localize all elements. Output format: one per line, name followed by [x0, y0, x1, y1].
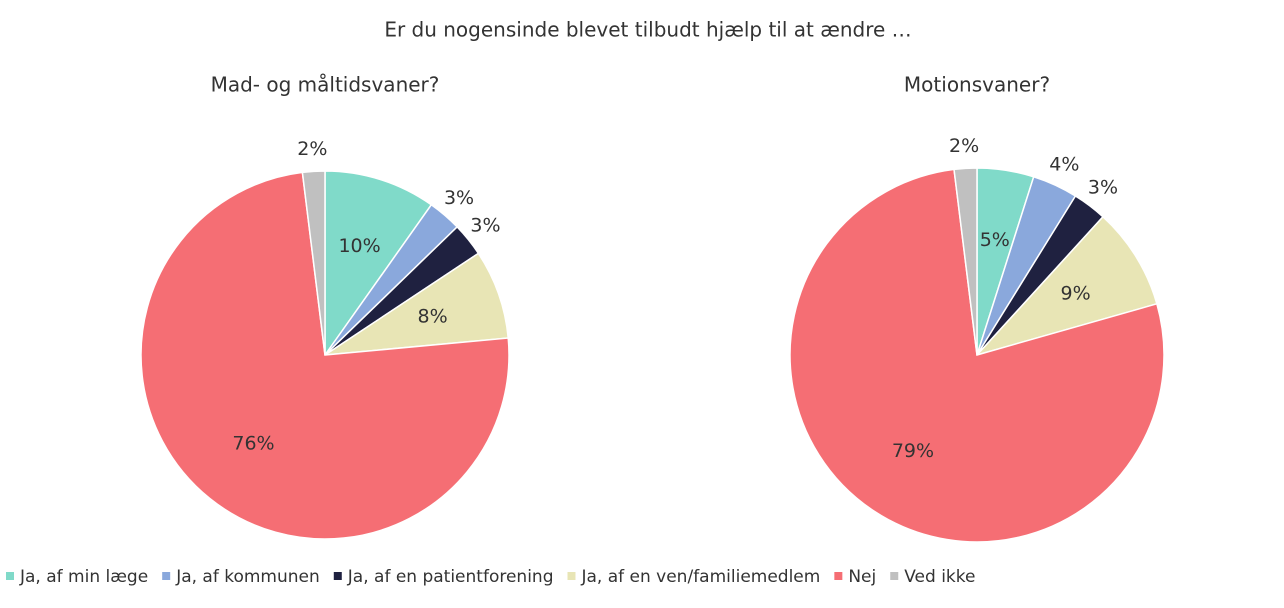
- legend-label: Ja, af kommunen: [175, 567, 320, 587]
- legend-label: Ja, af min læge: [19, 567, 148, 587]
- data-label: 8%: [418, 306, 448, 328]
- pie-slice: [974, 215, 1158, 357]
- legend-swatch: [567, 572, 576, 580]
- data-label: 10%: [338, 235, 380, 257]
- legend-swatch: [834, 572, 843, 580]
- pie-slice: [301, 170, 326, 356]
- legend-label: Ved ikke: [904, 567, 975, 587]
- chart-title: Er du nogensinde blevet tilbudt hjælp ti…: [384, 18, 911, 42]
- legend-label: Nej: [848, 567, 876, 587]
- legend-swatch: [890, 572, 899, 580]
- data-label: 2%: [949, 135, 979, 157]
- pie-title: Mad- og måltidsvaner?: [211, 73, 440, 97]
- pie-slice: [789, 168, 1165, 543]
- data-label: 76%: [232, 432, 274, 454]
- data-label: 3%: [470, 214, 500, 236]
- pie-slice: [324, 252, 510, 356]
- data-label: 9%: [1060, 282, 1090, 304]
- legend-label: Ja, af en patientforening: [347, 567, 554, 587]
- legend-label: Ja, af en ven/familiemedlem: [580, 567, 820, 587]
- pie-slice: [324, 170, 433, 358]
- data-label: 2%: [297, 138, 327, 160]
- data-label: 79%: [892, 440, 934, 462]
- legend-swatch: [6, 572, 14, 580]
- data-label: 3%: [444, 187, 474, 209]
- pie-title: Motionsvaner?: [904, 73, 1050, 97]
- data-label: 4%: [1049, 154, 1079, 176]
- data-label: 5%: [980, 229, 1010, 251]
- legend-swatch: [162, 572, 171, 580]
- pie-slice: [140, 171, 510, 540]
- pie-slice: [953, 167, 978, 356]
- data-label: 3%: [1088, 177, 1118, 199]
- legend-swatch: [333, 572, 342, 580]
